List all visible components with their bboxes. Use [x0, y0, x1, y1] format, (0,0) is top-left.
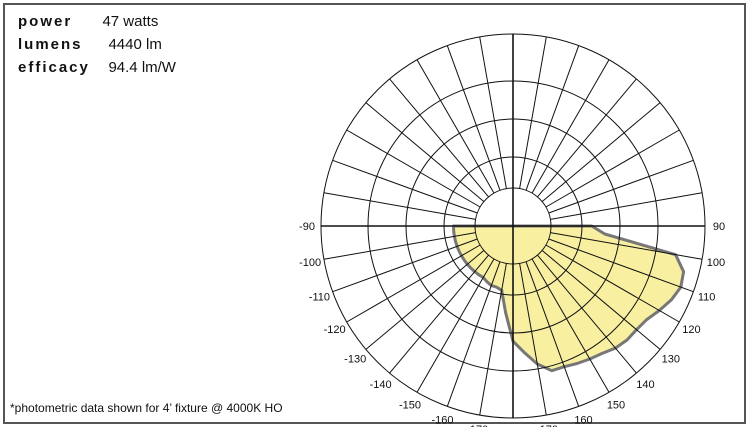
grid-spoke [525, 45, 580, 191]
spec-value-efficacy: 94.4 lm/W [108, 59, 176, 76]
angle-label: -100 [299, 257, 321, 269]
grid-spoke [548, 159, 694, 214]
grid-spoke [525, 261, 580, 407]
angle-label: 120 [682, 324, 700, 336]
grid-spoke [365, 250, 485, 350]
spec-row-power: power 47 watts [18, 10, 176, 33]
angle-label: 100 [707, 257, 725, 269]
grid-spoke [541, 250, 661, 350]
grid-spoke [389, 78, 489, 198]
grid-spoke [332, 238, 478, 293]
grid-spoke [519, 36, 547, 189]
spec-label-lumens: lumens [18, 36, 83, 53]
spec-value-power: 47 watts [102, 13, 159, 30]
grid-spoke [346, 129, 481, 208]
intensity-curve [452, 224, 686, 373]
angle-label: 160 [574, 415, 592, 427]
grid-spoke [365, 102, 485, 202]
grid-spoke [346, 244, 481, 323]
grid-spoke [332, 159, 478, 214]
spec-list: power 47 watts lumens 4440 lm efficacy 9… [18, 10, 176, 79]
angle-label: 90 [713, 221, 725, 233]
grid-spoke [537, 254, 637, 374]
footnote: *photometric data shown for 4’ fixture @… [10, 401, 283, 415]
grid-spoke [323, 192, 476, 220]
angle-label: -120 [324, 324, 346, 336]
angle-label: -110 [309, 292, 330, 304]
grid-spoke [519, 263, 547, 416]
grid-spoke [531, 59, 610, 194]
spec-row-efficacy: efficacy 94.4 lm/W [18, 56, 176, 79]
angle-label: -90 [299, 221, 315, 233]
spec-label-efficacy: efficacy [18, 59, 90, 76]
grid-spoke [550, 232, 703, 260]
angle-label: -150 [399, 399, 421, 411]
spec-label-power: power [18, 13, 73, 30]
grid-spoke [416, 258, 495, 393]
grid-spoke [548, 238, 694, 293]
angle-label: -140 [370, 379, 392, 391]
grid-spoke [541, 102, 661, 202]
grid-spoke [389, 254, 489, 374]
angle-label: 130 [662, 353, 680, 365]
angle-label: 140 [636, 379, 654, 391]
grid-spoke [323, 232, 476, 260]
angle-label: -130 [344, 353, 366, 365]
grid-spoke [531, 258, 610, 393]
grid-spoke [446, 45, 501, 191]
grid-spoke [446, 261, 501, 407]
grid-spoke [545, 129, 680, 208]
angle-label: 170 [540, 424, 558, 427]
grid-spoke [545, 244, 680, 323]
grid-spoke [479, 36, 507, 189]
angle-label: 110 [698, 292, 716, 304]
grid-spoke [537, 78, 637, 198]
angle-label: -170 [466, 424, 488, 427]
grid-spoke [416, 59, 495, 194]
grid-spoke [550, 192, 703, 220]
spec-row-lumens: lumens 4440 lm [18, 33, 176, 56]
chart-frame [3, 3, 746, 424]
angle-label: 150 [607, 399, 625, 411]
spec-value-lumens: 4440 lm [108, 36, 162, 53]
angle-label: -160 [431, 415, 453, 427]
grid-spoke [479, 263, 507, 416]
